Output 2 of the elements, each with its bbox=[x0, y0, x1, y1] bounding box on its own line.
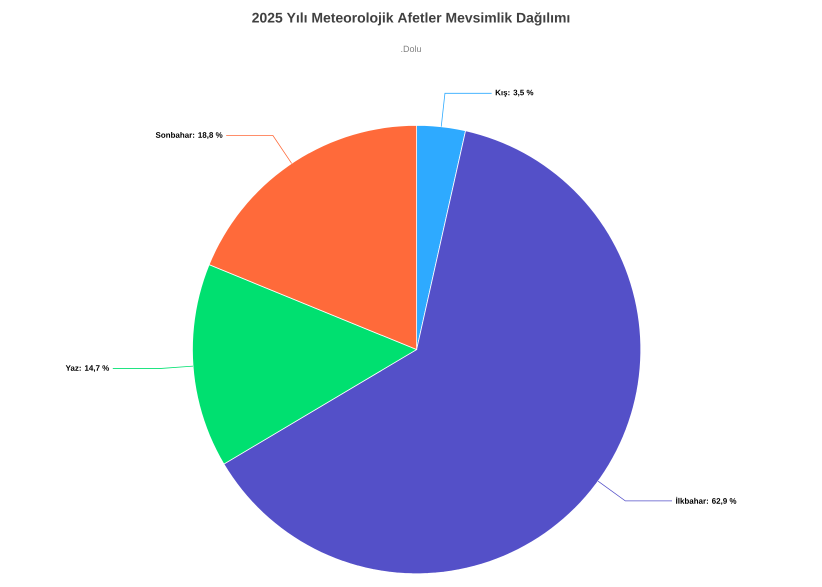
chart-subtitle: .Dolu bbox=[401, 45, 421, 52]
chart-title: 2025 Yılı Meteorolojik Afetler Mevsimlik Dağılımı bbox=[252, 12, 570, 26]
